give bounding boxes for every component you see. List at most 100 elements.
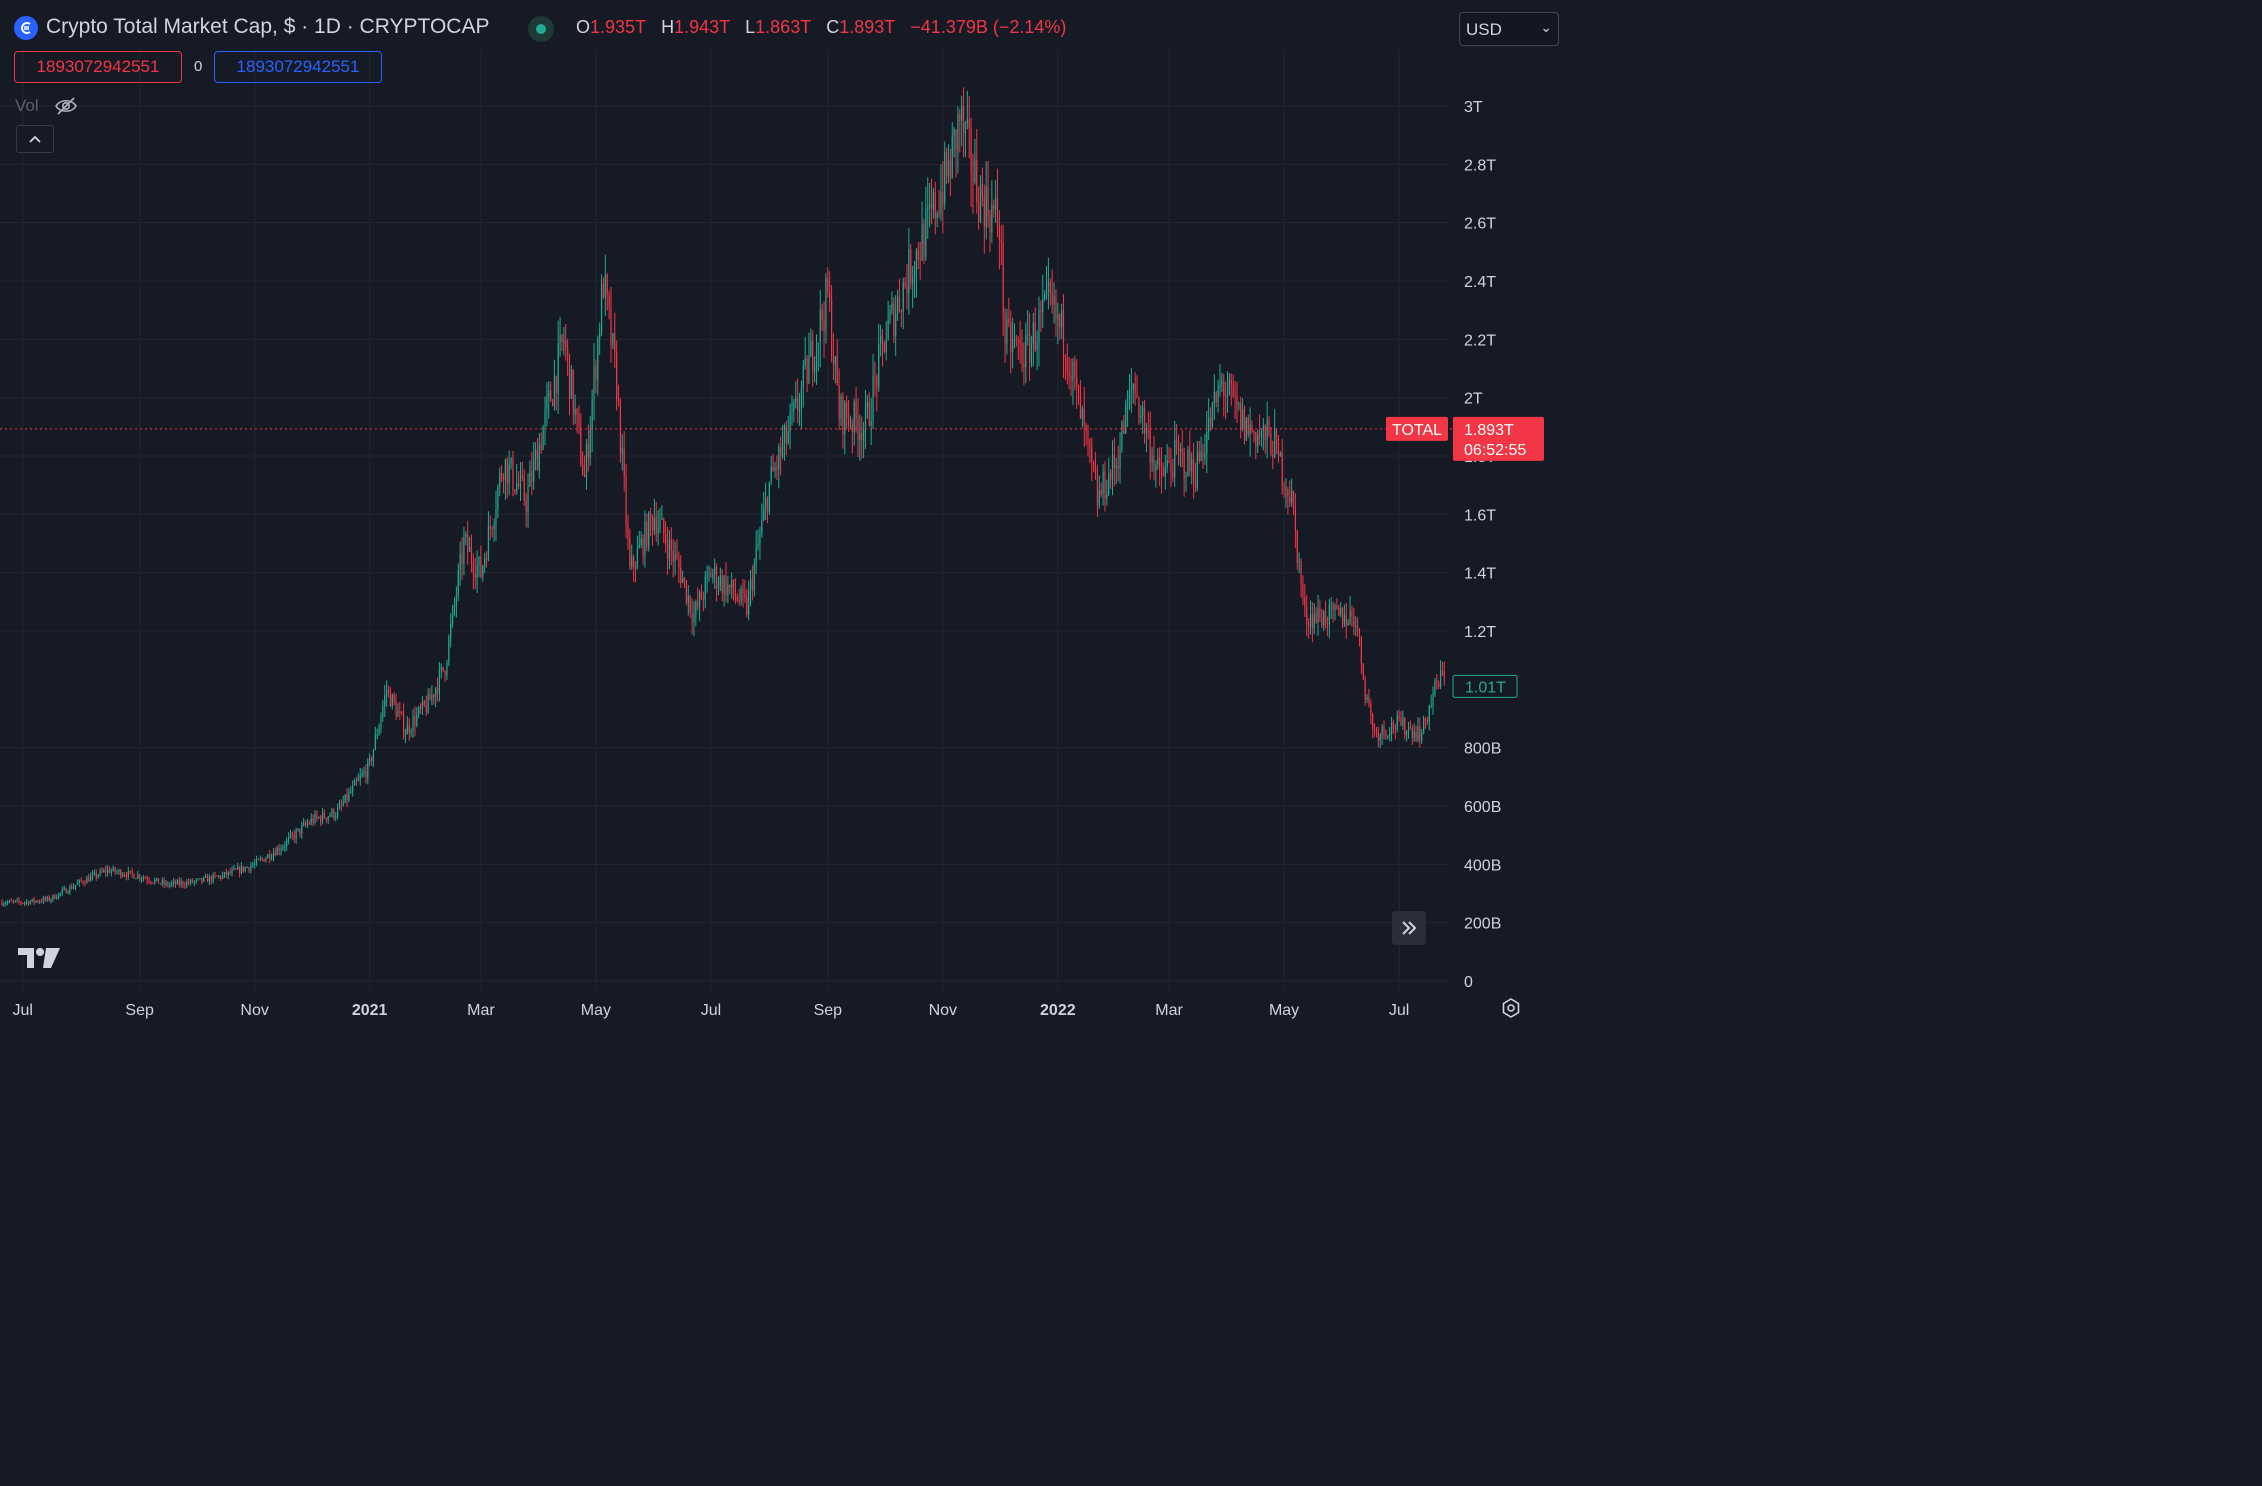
candle-body (27, 901, 29, 905)
candle-body (538, 443, 540, 471)
candle-body (1387, 735, 1389, 737)
candle-body (966, 119, 968, 124)
candle-body (1277, 437, 1280, 457)
candle-body (42, 897, 45, 902)
candle-body (834, 356, 836, 365)
indicator-value-box-blue[interactable]: 1893072942551 (214, 51, 382, 83)
candle-body (810, 341, 812, 356)
candle-body (299, 828, 301, 834)
scroll-to-realtime-button[interactable] (1392, 911, 1426, 945)
candle-body (1089, 438, 1091, 447)
candle-body (797, 397, 799, 412)
candle-body (621, 448, 623, 454)
candle-body (561, 335, 563, 342)
candle-body (101, 870, 103, 872)
candle-body (883, 341, 885, 353)
candle-body (1153, 455, 1155, 471)
candle-body (631, 556, 633, 567)
candle-body (1057, 314, 1059, 320)
gear-icon[interactable] (1500, 997, 1522, 1019)
candle-body (557, 342, 559, 394)
candle-body (546, 397, 548, 410)
candle-body (399, 711, 401, 713)
candle-body (1260, 430, 1263, 437)
candle-body (932, 192, 934, 210)
candle-body (700, 592, 703, 600)
candle-body (1208, 417, 1210, 432)
candle-body (1313, 613, 1315, 629)
eye-crossed-icon[interactable] (54, 95, 78, 117)
candle-body (595, 366, 597, 381)
candle-body (39, 901, 41, 903)
candle-body (518, 483, 520, 487)
candle-body (1243, 409, 1246, 441)
candle-body (463, 536, 465, 564)
candle-body (1353, 616, 1355, 626)
candle-body (655, 517, 657, 534)
y-axis-label: 1.2T (1464, 624, 1496, 641)
candle-body (1106, 494, 1108, 499)
candle-body (514, 489, 516, 492)
candle-body (491, 528, 493, 530)
candle-body (61, 889, 63, 893)
candle-body (731, 579, 733, 588)
candle-body (644, 521, 646, 557)
candle-body (676, 553, 678, 559)
candle-body (401, 711, 403, 714)
candle-body (344, 794, 346, 803)
candle-body (947, 160, 950, 177)
candle-body (355, 780, 358, 782)
candle-body (1396, 715, 1398, 730)
candle-body (397, 711, 399, 717)
volume-label[interactable]: Vol (15, 96, 39, 115)
candle-body (1027, 333, 1029, 336)
candle-body (1373, 729, 1376, 732)
candle-body (450, 623, 452, 638)
candle-body (340, 804, 342, 806)
candle-body (248, 867, 250, 871)
candle-body (1209, 417, 1212, 427)
candle-body (1064, 355, 1066, 358)
price-chart[interactable]: 0200B400B600B800B1.2T1.4T1.6T1.8T2T2.2T2… (0, 0, 1568, 1030)
candle-body (906, 285, 908, 295)
candle-body (751, 579, 753, 590)
candle-body (1402, 717, 1404, 726)
secondary-price-tag-bg (1452, 674, 1518, 698)
candle-body (99, 870, 101, 876)
indicator-value-box-red[interactable]: 1893072942551 (14, 51, 182, 83)
collapse-button[interactable] (16, 125, 54, 153)
y-axis-label: 2T (1464, 391, 1483, 408)
candle-body (642, 538, 644, 557)
candle-body (1015, 339, 1017, 341)
candle-body (974, 159, 976, 182)
candle-body (112, 867, 114, 871)
candle-body (369, 758, 371, 761)
candle-body (1072, 361, 1074, 381)
y-axis-label: 0 (1464, 974, 1473, 991)
symbol-title[interactable]: Crypto Total Market Cap, $ · 1D · CRYPTO… (46, 15, 490, 38)
candle-body (857, 419, 859, 440)
candle-body (393, 694, 395, 703)
currency-select[interactable]: USD ⌄ (1459, 12, 1559, 46)
candle-body (1296, 530, 1298, 563)
candle-body (1240, 403, 1242, 429)
candle-body (1432, 693, 1434, 706)
candle-body (1074, 361, 1076, 378)
candle-body (1128, 389, 1131, 405)
candle-body (193, 881, 195, 883)
candle-body (468, 547, 471, 552)
market-status-dot-icon[interactable] (528, 16, 554, 42)
candle-body (1013, 339, 1016, 341)
candle-body (704, 576, 706, 600)
candle-body (372, 749, 375, 762)
candle-body (1428, 705, 1430, 722)
candle-body (327, 816, 329, 820)
candle-body (1198, 451, 1200, 462)
candle-body (1300, 560, 1302, 585)
candle-body (1034, 322, 1036, 350)
ohlc-values: O1.935T H1.943T L1.863T C1.893T −41.379B… (576, 17, 1076, 38)
candle-body (755, 547, 757, 564)
candle-body (429, 694, 431, 701)
candle-body (817, 342, 819, 346)
low-value: 1.863T (755, 17, 812, 37)
